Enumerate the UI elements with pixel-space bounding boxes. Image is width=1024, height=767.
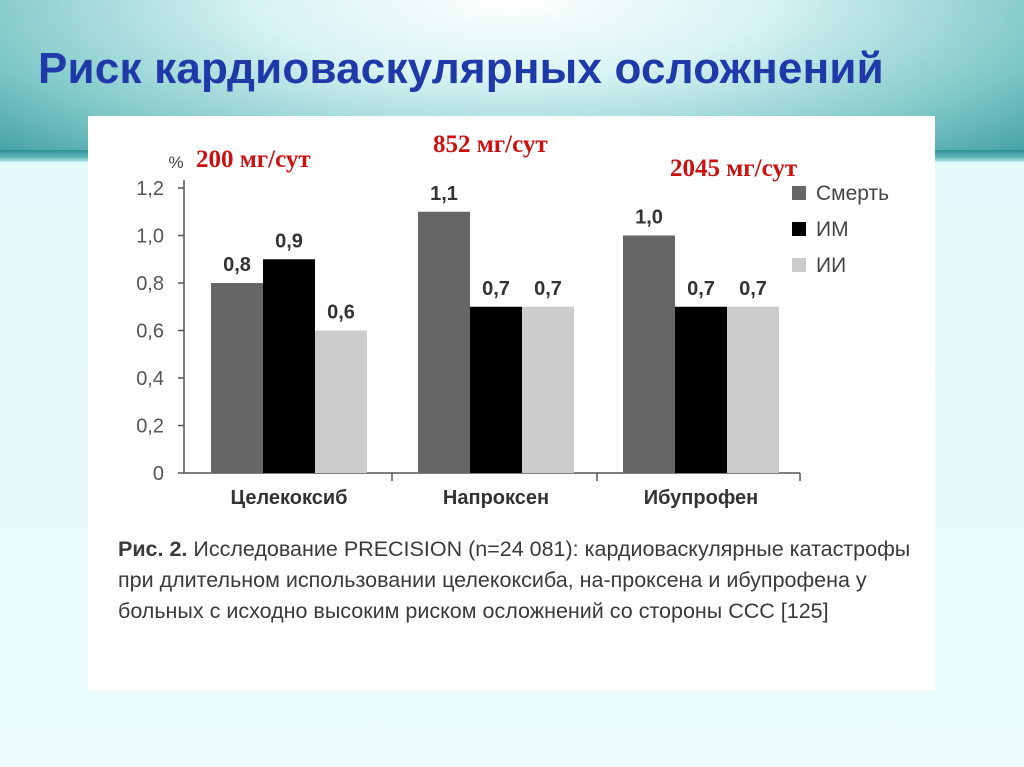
caption-figure-number: Рис. 2. [118, 537, 188, 561]
legend-swatch [792, 186, 806, 200]
y-tick-label: 0,2 [136, 416, 164, 438]
dose-label-naproxen: 852 мг/сут [433, 131, 548, 158]
bar-value-label: 1,1 [430, 183, 458, 205]
bar-value-label: 0,7 [482, 278, 510, 300]
bar [315, 330, 367, 473]
y-unit-label: % [168, 153, 183, 172]
slide-title: Риск кардиоваскулярных осложнений [38, 44, 884, 93]
y-tick-label: 0 [153, 463, 164, 485]
bar [675, 306, 727, 473]
legend-swatch [792, 222, 806, 236]
caption-text: Исследование PRECISION (n=24 081): карди… [118, 537, 911, 623]
bar-value-label: 0,6 [327, 302, 355, 324]
bar-value-label: 0,9 [275, 230, 303, 252]
bar-value-label: 0,7 [534, 278, 562, 300]
legend-label: ИМ [816, 218, 849, 241]
bar [623, 235, 675, 473]
legend-swatch [792, 258, 806, 272]
legend-label: Смерть [816, 182, 889, 205]
bar-value-label: 0,7 [739, 278, 767, 300]
dose-label-celecoxib: 200 мг/сут [196, 146, 311, 173]
dose-label-ibuprofen: 2045 мг/сут [670, 155, 798, 182]
bar [418, 211, 470, 473]
y-tick-label: 0,6 [136, 321, 164, 343]
bar-value-label: 1,0 [635, 207, 663, 229]
bar [263, 259, 315, 473]
legend-label: ИИ [816, 254, 846, 277]
bar [727, 306, 779, 473]
y-tick-label: 0,4 [136, 368, 164, 390]
x-category-label: Напроксен [443, 487, 549, 509]
bar [522, 306, 574, 473]
x-category-label: Ибупрофен [644, 487, 759, 509]
bar [470, 306, 522, 473]
y-tick-label: 0,8 [136, 273, 164, 295]
bar-value-label: 0,8 [223, 254, 251, 276]
y-tick-label: 1,2 [136, 178, 164, 200]
figure-caption: Рис. 2. Исследование PRECISION (n=24 081… [118, 534, 918, 627]
x-category-label: Целекоксиб [230, 487, 347, 509]
y-tick-label: 1,0 [136, 226, 164, 248]
bar [211, 283, 263, 473]
bar-value-label: 0,7 [687, 278, 715, 300]
